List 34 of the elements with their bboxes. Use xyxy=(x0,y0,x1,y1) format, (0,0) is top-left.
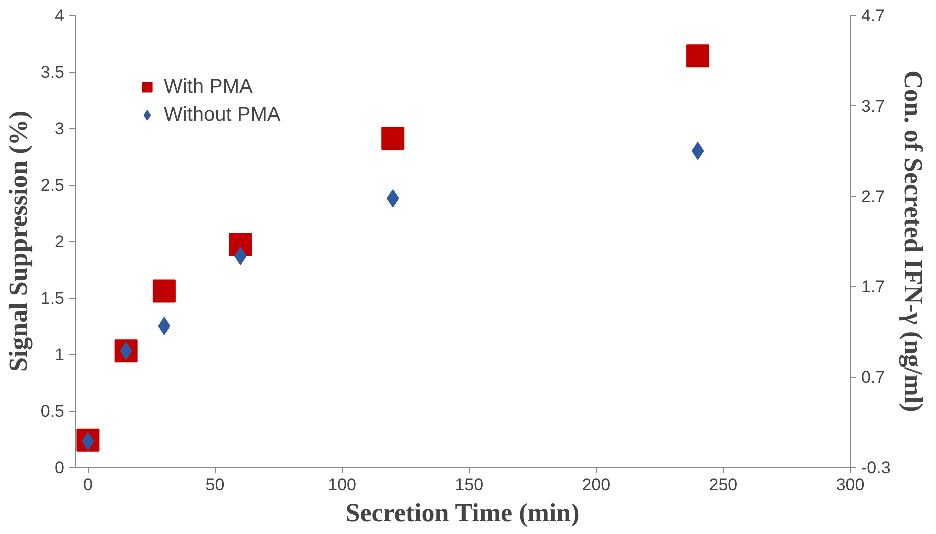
x-axis-title: Secretion Time (min) xyxy=(346,498,580,528)
x-tick-label: 50 xyxy=(206,476,225,494)
legend-label: With PMA xyxy=(164,76,253,98)
y2-tick-label: 1.7 xyxy=(862,278,886,297)
legend-label: Without PMA xyxy=(164,104,281,126)
y-tick-label: 4 xyxy=(55,6,65,26)
y2-axis-title: Con. of Secreted IFN-γ (ng/ml) xyxy=(898,70,928,412)
point xyxy=(158,317,171,336)
y2-tick-label: 4.7 xyxy=(862,6,886,26)
y2-tick-label: 0.7 xyxy=(862,368,886,388)
y2-tick-label: 2.7 xyxy=(862,187,886,206)
point xyxy=(382,127,405,150)
y2-tick-label: -0.3 xyxy=(862,458,891,478)
y-tick-label: 2 xyxy=(55,232,65,252)
x-tick-label: 300 xyxy=(836,476,865,494)
y-tick-label: 1.5 xyxy=(40,289,65,308)
y-tick-label: 0.5 xyxy=(40,402,65,421)
x-tick-label: 250 xyxy=(709,476,738,494)
y-tick-label: 3.5 xyxy=(40,63,65,82)
point xyxy=(686,44,710,68)
y-tick-label: 3 xyxy=(55,120,65,138)
y-axis-title: Signal Suppression (%) xyxy=(4,110,33,372)
y-tick-label: 1 xyxy=(55,346,65,364)
point xyxy=(152,280,176,303)
x-tick-label: 0 xyxy=(83,476,93,494)
point xyxy=(386,190,400,208)
point xyxy=(234,247,247,266)
y-tick-label: 2.5 xyxy=(40,176,65,195)
point xyxy=(692,142,704,160)
x-tick-label: 200 xyxy=(582,476,611,494)
y2-tick-label: 3.7 xyxy=(862,96,886,116)
y-tick-label: 0 xyxy=(55,458,65,478)
x-tick-label: 150 xyxy=(455,476,484,494)
x-tick-label: 100 xyxy=(328,476,356,494)
